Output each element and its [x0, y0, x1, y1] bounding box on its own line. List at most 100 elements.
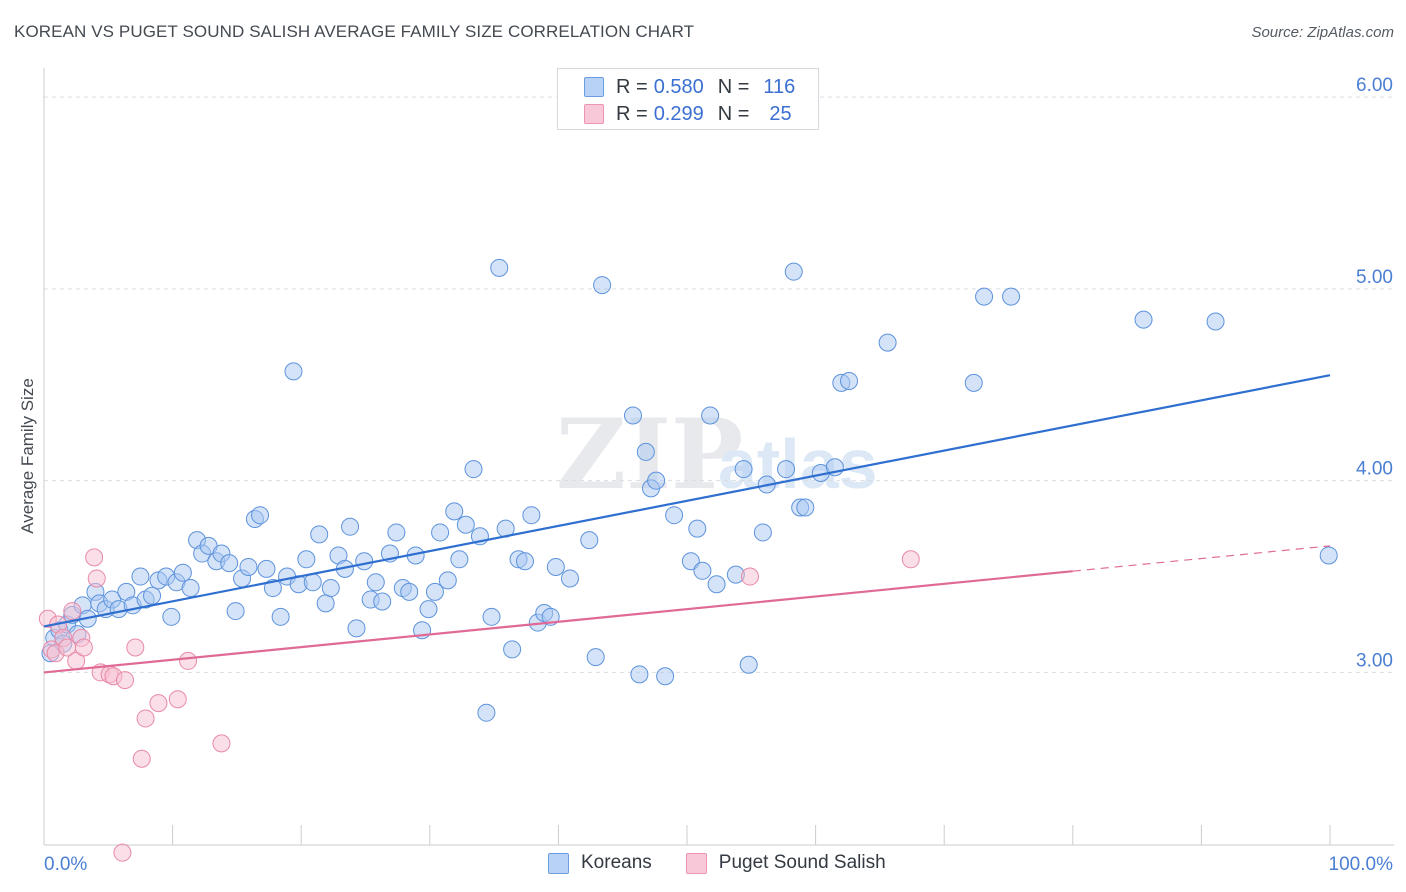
source-label: Source: ZipAtlas.com [1251, 24, 1394, 41]
korean-point [321, 579, 340, 598]
korean-point [636, 442, 655, 461]
legend-item-koreans: Koreans [548, 852, 652, 874]
korean-point [263, 579, 282, 598]
korean-point [438, 571, 457, 590]
korean-point [753, 523, 772, 542]
korean-point [1002, 287, 1021, 306]
korean-point [503, 640, 522, 659]
korean-point [251, 506, 270, 525]
salish-point [85, 548, 104, 567]
salish-point [63, 602, 82, 621]
korean-point [482, 607, 501, 626]
korean-point [546, 557, 565, 576]
korean-point [701, 406, 720, 425]
salish-point [136, 709, 155, 728]
korean-point [131, 567, 150, 586]
korean-point [347, 619, 366, 638]
korean-point [271, 607, 290, 626]
y-tick-label: 5.00 [1356, 267, 1393, 288]
korean-point [656, 667, 675, 686]
korean-point [284, 362, 303, 381]
koreans-legend-label: Koreans [581, 852, 652, 873]
korean-point [1206, 312, 1225, 331]
korean-point [162, 607, 181, 626]
korean-point [964, 373, 983, 392]
korean-point [257, 559, 276, 578]
korean-point [665, 506, 684, 525]
r-label: R = [616, 75, 648, 98]
salish-point [113, 843, 132, 862]
korean-point [477, 703, 496, 722]
korean-point [688, 519, 707, 538]
n-label: N = [717, 102, 750, 125]
x-tick-label-max: 100.0% [1329, 854, 1394, 875]
salish-point [126, 638, 145, 657]
y-tick-label: 3.00 [1356, 650, 1393, 671]
korean-point [450, 550, 469, 569]
korean-point [373, 592, 392, 611]
legend-item-salish: Puget Sound Salish [685, 852, 886, 874]
korean-point [456, 515, 475, 534]
salish-legend-label: Puget Sound Salish [718, 852, 886, 873]
korean-point [1134, 310, 1153, 329]
korean-point [464, 460, 483, 479]
correlation-legend: R = 0.580 N = 116 R = 0.299 N = 25 [557, 68, 819, 130]
r-value-salish: 0.299 [653, 102, 704, 125]
korean-point [840, 371, 859, 390]
korean-point [681, 552, 700, 571]
korean-point [623, 406, 642, 425]
korean-point [586, 648, 605, 667]
y-tick-label: 6.00 [1356, 75, 1393, 96]
n-label: N = [717, 75, 750, 98]
korean-point [560, 569, 579, 588]
x-tick-label-min: 0.0% [44, 854, 87, 875]
korean-point [630, 665, 649, 684]
korean-point [739, 655, 758, 674]
korean-point [303, 573, 322, 592]
korean-point [431, 523, 450, 542]
korean-point [310, 525, 329, 544]
koreans-swatch [584, 77, 604, 97]
korean-point [707, 575, 726, 594]
korean-point [784, 262, 803, 281]
korean-point [975, 287, 994, 306]
korean-point [522, 506, 541, 525]
korean-point [226, 602, 245, 621]
salish-point [212, 734, 231, 753]
korean-point [419, 600, 438, 619]
salish-point [116, 671, 135, 690]
salish-point [74, 638, 93, 657]
korean-point [796, 498, 815, 517]
y-tick-label: 4.00 [1356, 459, 1393, 480]
korean-point [143, 586, 162, 605]
korean-point [297, 550, 316, 569]
salish-trend-line-extension [1072, 545, 1331, 572]
korean-point [400, 582, 419, 601]
korean-point [173, 563, 192, 582]
salish-point [741, 567, 760, 586]
salish-point [132, 749, 151, 768]
korean-point [734, 460, 753, 479]
r-value-koreans: 0.580 [653, 75, 704, 98]
legend-row-koreans: R = 0.580 N = 116 [584, 75, 795, 99]
korean-point [425, 582, 444, 601]
korean-trend-line [43, 374, 1331, 628]
salish-point [901, 550, 920, 569]
korean-point [387, 523, 406, 542]
korean-point [1319, 546, 1338, 565]
salish-point [179, 651, 198, 670]
n-value-salish: 25 [769, 102, 792, 125]
korean-point [355, 552, 374, 571]
korean-point [239, 557, 258, 576]
korean-point [515, 552, 534, 571]
salish-trend-line [43, 570, 1073, 674]
korean-point [878, 333, 897, 352]
korean-point [693, 561, 712, 580]
korean-point [445, 502, 464, 521]
chart-title: KOREAN VS PUGET SOUND SALISH AVERAGE FAM… [14, 22, 695, 41]
salish-legend-swatch [685, 852, 707, 874]
korean-point [647, 471, 666, 490]
r-label: R = [616, 102, 648, 125]
korean-point [580, 531, 599, 550]
